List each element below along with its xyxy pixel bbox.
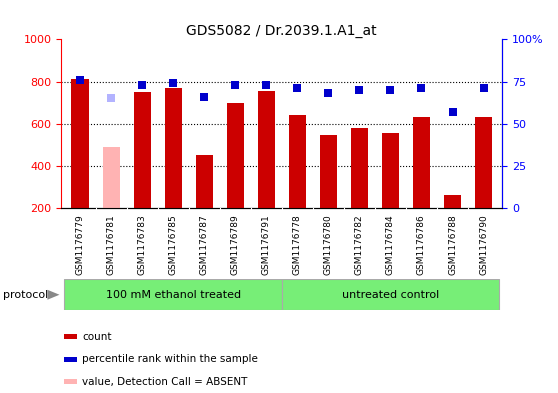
Text: GSM1176782: GSM1176782 <box>355 214 364 275</box>
Bar <box>444 195 461 208</box>
Bar <box>64 334 77 339</box>
Text: GSM1176780: GSM1176780 <box>324 214 333 275</box>
Bar <box>196 156 213 208</box>
Text: protocol: protocol <box>3 290 48 300</box>
Bar <box>71 79 89 208</box>
Text: GSM1176790: GSM1176790 <box>479 214 488 275</box>
Bar <box>475 117 492 208</box>
Bar <box>258 91 275 208</box>
Text: GSM1176788: GSM1176788 <box>448 214 457 275</box>
Text: GSM1176779: GSM1176779 <box>75 214 84 275</box>
Text: GSM1176783: GSM1176783 <box>138 214 147 275</box>
Bar <box>289 116 306 208</box>
Bar <box>320 135 337 208</box>
Bar <box>133 92 151 208</box>
Title: GDS5082 / Dr.2039.1.A1_at: GDS5082 / Dr.2039.1.A1_at <box>186 24 377 38</box>
Text: GSM1176781: GSM1176781 <box>107 214 116 275</box>
Text: 100 mM ethanol treated: 100 mM ethanol treated <box>105 290 240 300</box>
Text: count: count <box>82 332 112 342</box>
Text: GSM1176791: GSM1176791 <box>262 214 271 275</box>
Bar <box>351 129 368 208</box>
Text: untreated control: untreated control <box>342 290 439 300</box>
Text: GSM1176789: GSM1176789 <box>230 214 240 275</box>
Text: GSM1176778: GSM1176778 <box>293 214 302 275</box>
Bar <box>165 88 182 208</box>
Bar <box>65 279 282 310</box>
Text: GSM1176784: GSM1176784 <box>386 214 395 275</box>
Bar <box>103 147 119 208</box>
Bar <box>227 103 244 208</box>
Text: GSM1176787: GSM1176787 <box>200 214 209 275</box>
Text: value, Detection Call = ABSENT: value, Detection Call = ABSENT <box>82 376 247 387</box>
Text: percentile rank within the sample: percentile rank within the sample <box>82 354 258 364</box>
Bar <box>382 133 399 208</box>
Text: GSM1176786: GSM1176786 <box>417 214 426 275</box>
Bar <box>413 117 430 208</box>
Bar <box>64 357 77 362</box>
Text: GSM1176785: GSM1176785 <box>169 214 177 275</box>
Bar <box>64 379 77 384</box>
Bar <box>282 279 499 310</box>
